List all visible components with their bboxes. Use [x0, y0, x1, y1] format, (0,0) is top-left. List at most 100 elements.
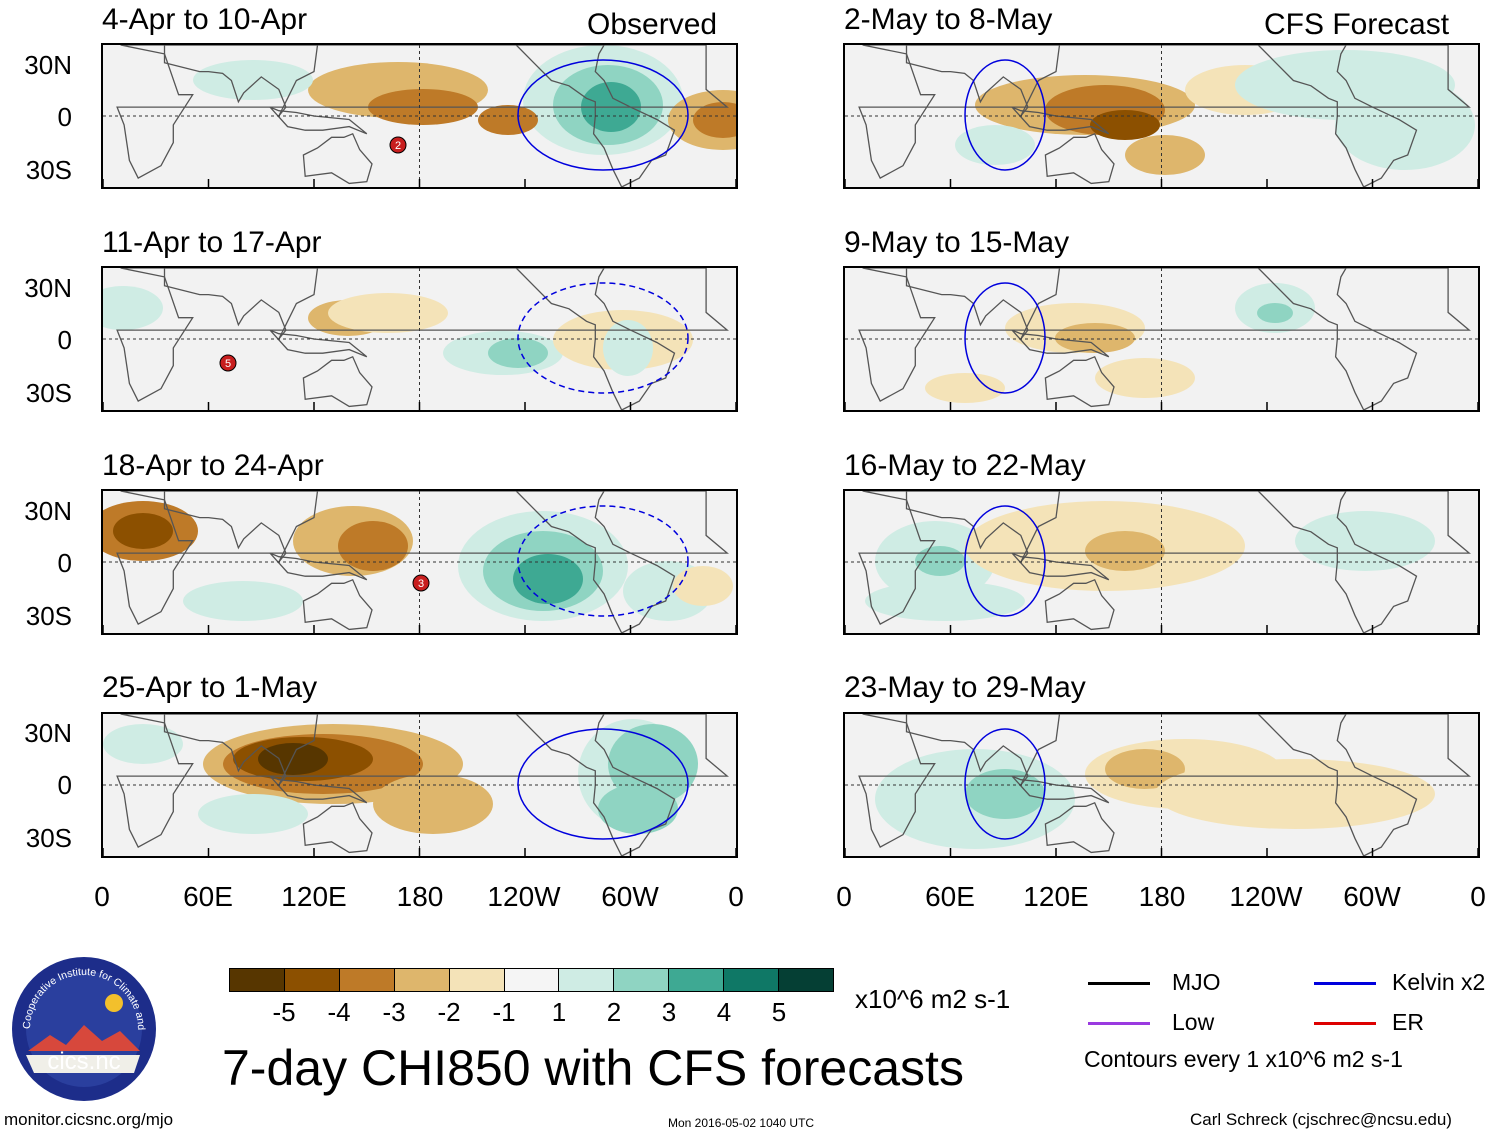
coastline [269, 552, 368, 581]
colorbar-swatch [613, 968, 670, 992]
panel-title-right-3: 16-May to 22-May [844, 449, 1086, 482]
legend-line-er [1314, 1022, 1376, 1025]
anomaly-shading [955, 125, 1035, 165]
anomaly-shading [258, 743, 328, 775]
lon-label: 60E [925, 881, 975, 912]
kelvin-contour [964, 505, 1046, 617]
storm-label: 3 [418, 578, 424, 590]
anomaly-shading [693, 102, 736, 138]
colorbar-swatch [668, 968, 725, 992]
anomaly-shading [183, 581, 303, 621]
anomaly-shading [338, 521, 408, 571]
lat-0: 0 [57, 548, 72, 578]
anomaly-shading [965, 769, 1045, 819]
coastline [116, 491, 729, 625]
lat-30n: 30N [24, 273, 72, 303]
footer-url[interactable]: monitor.cicsnc.org/mjo [4, 1110, 174, 1129]
logo-text: cics.nc [47, 1048, 120, 1075]
forecast-label: CFS Forecast [1264, 8, 1450, 41]
coastline [302, 355, 373, 408]
map-canvas [845, 45, 1478, 187]
lat-30n: 30N [24, 496, 72, 526]
coastline [515, 714, 676, 856]
anomaly-shading [328, 293, 448, 333]
map-panel-fcst-3 [843, 489, 1480, 635]
storm-marker: 5 [219, 354, 237, 372]
coastline [1044, 132, 1115, 185]
legend-line-low [1088, 1022, 1150, 1025]
map-canvas [845, 714, 1478, 856]
legend-line-mjo [1088, 982, 1150, 985]
legend-label-kelvin: Kelvin x2 [1392, 969, 1486, 995]
kelvin-contour [964, 282, 1046, 394]
panel-title-left-2: 11-Apr to 17-Apr [102, 226, 322, 259]
coastline [163, 268, 319, 340]
colorbar-labels: -5 -4 -3 -2 -1 1 2 3 4 5 [229, 998, 833, 1028]
coastline [905, 268, 1061, 340]
panel-title-right-2: 9-May to 15-May [844, 226, 1070, 259]
coastline [116, 714, 729, 848]
anomaly-shading [603, 320, 653, 376]
map-canvas: 5 [103, 268, 736, 410]
lon-label: 180 [1138, 881, 1186, 912]
coastline [1257, 714, 1418, 856]
coastline [905, 491, 1061, 563]
coastline [515, 45, 676, 187]
legend-label-mjo: MJO [1172, 969, 1221, 995]
map-canvas [845, 491, 1478, 633]
colorbar [229, 968, 834, 992]
lon-label: 120E [1023, 881, 1089, 912]
anomaly-shading [915, 546, 965, 576]
coastline [858, 268, 1471, 402]
map-panel-obs-3: 3 [101, 489, 738, 635]
lon-label: 120W [487, 881, 561, 912]
coastline [1257, 268, 1418, 410]
coastline [515, 268, 676, 410]
map-panel-fcst-1 [843, 43, 1480, 189]
colorbar-swatch [393, 968, 450, 992]
legend-label-low: Low [1172, 1009, 1215, 1035]
colorbar-swatch [448, 968, 505, 992]
kelvin-contour [517, 59, 689, 171]
legend: MJO Kelvin x2 Low ER Contours every 1 x1… [1084, 966, 1506, 1076]
panel-title-right-1: 2-May to 8-May [844, 3, 1053, 36]
coastline [302, 578, 373, 631]
legend-line-kelvin [1314, 982, 1376, 985]
coastline [1011, 775, 1110, 804]
anomaly-shading [1155, 759, 1435, 829]
anomaly-shading [103, 286, 163, 330]
anomaly-shading [608, 724, 698, 804]
map-canvas [103, 714, 736, 856]
kelvin-contour [964, 728, 1046, 840]
coastline [905, 45, 1061, 117]
anomaly-shading [193, 60, 313, 100]
lat-30s: 30S [25, 155, 72, 185]
lon-label: 0 [94, 881, 110, 912]
lat-0: 0 [57, 770, 72, 800]
anomaly-shading [488, 338, 548, 368]
legend-label-er: ER [1392, 1009, 1424, 1035]
colorbar-tick-label: 2 [606, 997, 622, 1027]
lon-label: 0 [1470, 881, 1486, 912]
lat-30s: 30S [25, 601, 72, 631]
lon-label: 60E [183, 881, 233, 912]
kelvin-contour [964, 59, 1046, 171]
coastline [116, 268, 729, 402]
anomaly-shading [513, 554, 583, 604]
panel-title-left-4: 25-Apr to 1-May [102, 671, 318, 704]
anomaly-shading [865, 581, 1025, 621]
colorbar-swatch [558, 968, 615, 992]
lat-0: 0 [57, 102, 72, 132]
coastline [163, 491, 319, 563]
colorbar-swatch [283, 968, 340, 992]
anomaly-shading [478, 105, 538, 135]
coastline [1044, 801, 1115, 854]
map-panel-fcst-4 [843, 712, 1480, 858]
anomaly-shading [103, 724, 183, 764]
panel-title-right-4: 23-May to 29-May [844, 671, 1086, 704]
anomaly-shading [1085, 531, 1165, 571]
cicsnc-logo: Cooperative Institute for Climate and Sa… [6, 946, 158, 1103]
map-canvas: 2 [103, 45, 736, 187]
anomaly-shading [373, 774, 493, 834]
main-title: 7-day CHI850 with CFS forecasts [222, 1040, 964, 1096]
